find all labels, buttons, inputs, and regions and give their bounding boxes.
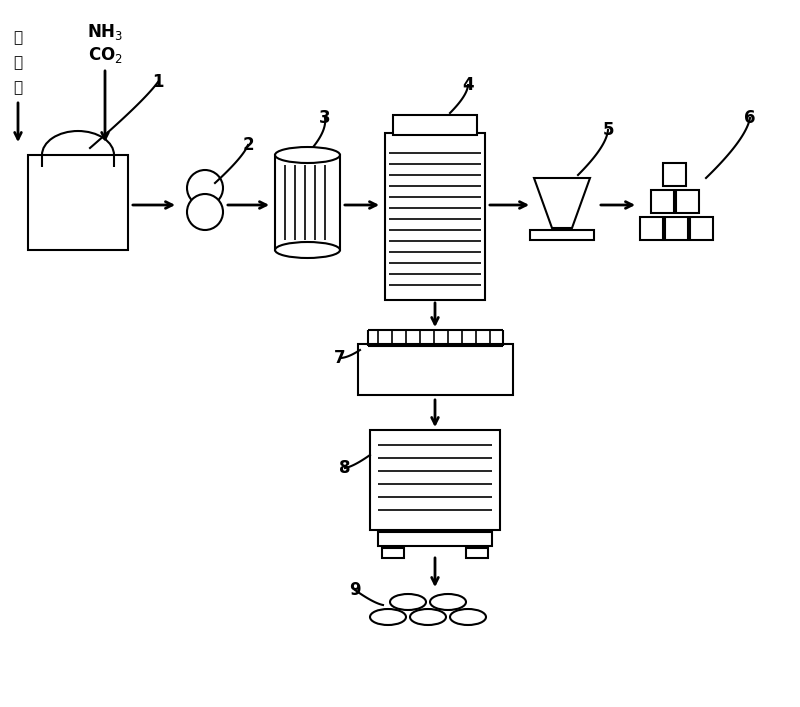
Text: 5: 5 bbox=[602, 121, 614, 139]
Text: 7: 7 bbox=[334, 349, 346, 367]
Ellipse shape bbox=[450, 609, 486, 625]
Bar bbox=[665, 217, 688, 240]
Ellipse shape bbox=[275, 242, 340, 258]
Bar bbox=[28, 155, 128, 250]
Bar bbox=[358, 344, 513, 395]
Bar bbox=[651, 190, 674, 213]
Polygon shape bbox=[534, 178, 590, 228]
Bar bbox=[663, 163, 686, 186]
Bar bbox=[370, 430, 500, 530]
Text: 2: 2 bbox=[242, 136, 254, 154]
Text: 酸: 酸 bbox=[14, 55, 22, 70]
Bar bbox=[382, 548, 404, 558]
Circle shape bbox=[187, 170, 223, 206]
Text: 8: 8 bbox=[339, 459, 350, 477]
Bar bbox=[393, 115, 477, 135]
Ellipse shape bbox=[430, 594, 466, 610]
Text: 3: 3 bbox=[319, 109, 331, 127]
Bar bbox=[690, 217, 713, 240]
Circle shape bbox=[187, 194, 223, 230]
Text: 4: 4 bbox=[462, 76, 474, 94]
Text: 9: 9 bbox=[349, 581, 361, 599]
Text: NH$_3$: NH$_3$ bbox=[87, 22, 123, 42]
Ellipse shape bbox=[370, 609, 406, 625]
Bar bbox=[640, 217, 663, 240]
Bar bbox=[385, 133, 485, 300]
Text: 硫: 硫 bbox=[14, 30, 22, 45]
Text: 钠: 钠 bbox=[14, 80, 22, 95]
Bar bbox=[378, 532, 492, 546]
Bar bbox=[275, 155, 340, 250]
Bar bbox=[466, 548, 488, 558]
Ellipse shape bbox=[390, 594, 426, 610]
Ellipse shape bbox=[410, 609, 446, 625]
Bar bbox=[676, 190, 699, 213]
Ellipse shape bbox=[275, 147, 340, 163]
Text: 1: 1 bbox=[152, 73, 164, 91]
Bar bbox=[530, 230, 594, 240]
Text: 6: 6 bbox=[744, 109, 756, 127]
Text: CO$_2$: CO$_2$ bbox=[88, 45, 122, 65]
